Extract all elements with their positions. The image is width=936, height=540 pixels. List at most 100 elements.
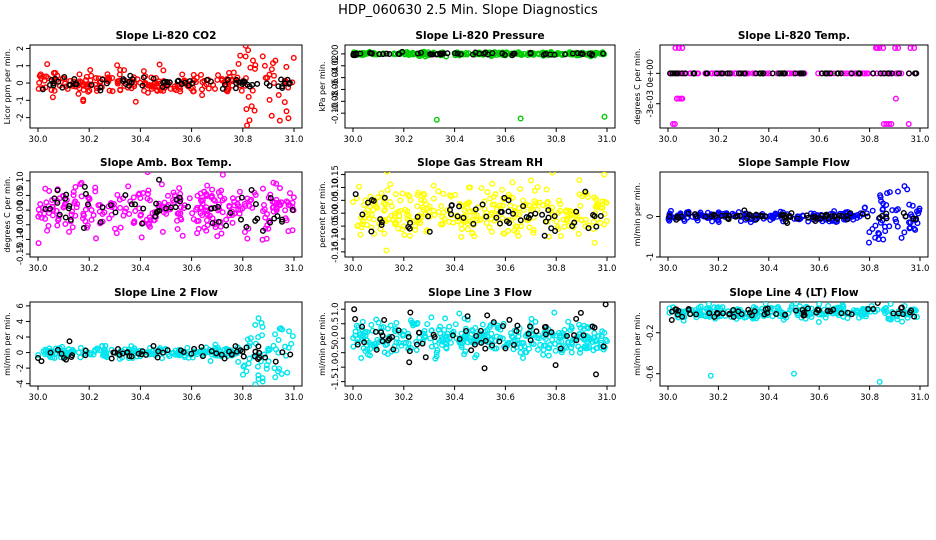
data-point: [221, 355, 228, 362]
data-point: [372, 328, 379, 335]
data-point: [430, 331, 437, 338]
data-point: [799, 306, 806, 313]
plot-frame: [29, 301, 303, 387]
data-point: [240, 363, 247, 370]
data-point: [769, 70, 776, 77]
data-point: [145, 82, 152, 89]
data-point: [397, 207, 404, 214]
data-point: [119, 350, 126, 357]
data-point: [489, 342, 496, 349]
data-point: [766, 70, 773, 77]
data-point: [514, 337, 521, 344]
data-point: [281, 99, 288, 106]
data-point: [80, 98, 87, 105]
data-point: [571, 219, 578, 226]
data-point: [51, 195, 58, 202]
x-tick-label: 30.6: [496, 393, 515, 403]
y-tick-label: -2: [16, 113, 26, 121]
data-point: [815, 70, 822, 77]
data-point: [434, 51, 441, 58]
data-point: [99, 204, 106, 211]
data-point: [563, 344, 570, 351]
data-point: [551, 213, 558, 220]
data-point: [741, 70, 748, 77]
data-point: [116, 351, 123, 358]
data-point: [591, 330, 598, 337]
data-point: [74, 200, 81, 207]
data-point: [242, 45, 249, 49]
data-point: [456, 203, 463, 210]
data-point: [576, 321, 583, 328]
data-point: [909, 202, 916, 209]
data-point: [218, 351, 225, 358]
data-point: [509, 179, 516, 186]
x-tick-label: 30.6: [496, 264, 515, 274]
data-point: [208, 348, 215, 355]
data-point: [243, 344, 250, 351]
data-point: [527, 337, 534, 344]
data-point: [208, 205, 215, 212]
data-point: [259, 227, 266, 234]
data-point: [469, 230, 476, 237]
data-point: [910, 215, 917, 222]
data-point: [416, 334, 423, 341]
data-point: [47, 349, 54, 356]
data-point: [279, 218, 286, 225]
data-point: [762, 302, 769, 307]
x-tick-label: 30.8: [547, 393, 566, 403]
data-point: [248, 103, 255, 110]
data-point: [542, 218, 549, 225]
data-point: [198, 86, 205, 93]
data-point: [69, 224, 76, 231]
chart-panel: Slope Line 3 Flow 30.0 30.2 30.4 30.6 30.8 31.…: [318, 287, 616, 403]
data-point: [848, 311, 855, 318]
data-point: [384, 172, 391, 175]
data-point: [548, 329, 555, 336]
data-point: [289, 333, 296, 340]
data-point: [265, 225, 272, 232]
data-point: [246, 117, 253, 124]
data-point: [359, 318, 366, 325]
data-point: [62, 221, 69, 228]
data-point: [181, 202, 188, 209]
data-point: [736, 212, 743, 219]
data-point: [800, 70, 807, 77]
data-point: [912, 226, 919, 233]
data-point: [426, 208, 433, 215]
data-point: [412, 222, 419, 229]
data-point: [117, 66, 124, 73]
data-point: [414, 50, 421, 57]
data-point: [520, 203, 527, 210]
data-point: [159, 228, 166, 235]
data-point: [356, 183, 363, 190]
data-point: [497, 202, 504, 209]
data-point: [106, 87, 113, 94]
data-point: [268, 66, 275, 73]
data-point: [880, 45, 887, 52]
data-point: [885, 120, 892, 127]
data-point: [464, 316, 471, 323]
data-point: [368, 228, 375, 235]
data-point: [581, 322, 588, 329]
data-point: [35, 213, 42, 220]
data-point: [290, 194, 297, 201]
data-point: [49, 94, 56, 101]
data-point: [889, 207, 896, 214]
data-point: [899, 318, 906, 325]
data-point: [601, 221, 608, 228]
y-tick-label: -1: [16, 96, 26, 104]
data-point: [214, 76, 221, 83]
data-point: [259, 185, 266, 192]
data-point: [439, 336, 446, 343]
data-point: [822, 314, 829, 321]
data-point: [221, 195, 228, 202]
data-point: [397, 197, 404, 204]
x-tick-label: 30.0: [659, 135, 678, 145]
data-point: [238, 87, 245, 94]
data-point: [254, 363, 261, 370]
data-point: [185, 203, 192, 210]
data-point: [174, 210, 181, 217]
data-point: [549, 172, 556, 176]
data-point: [673, 306, 680, 313]
data-point: [582, 345, 589, 352]
